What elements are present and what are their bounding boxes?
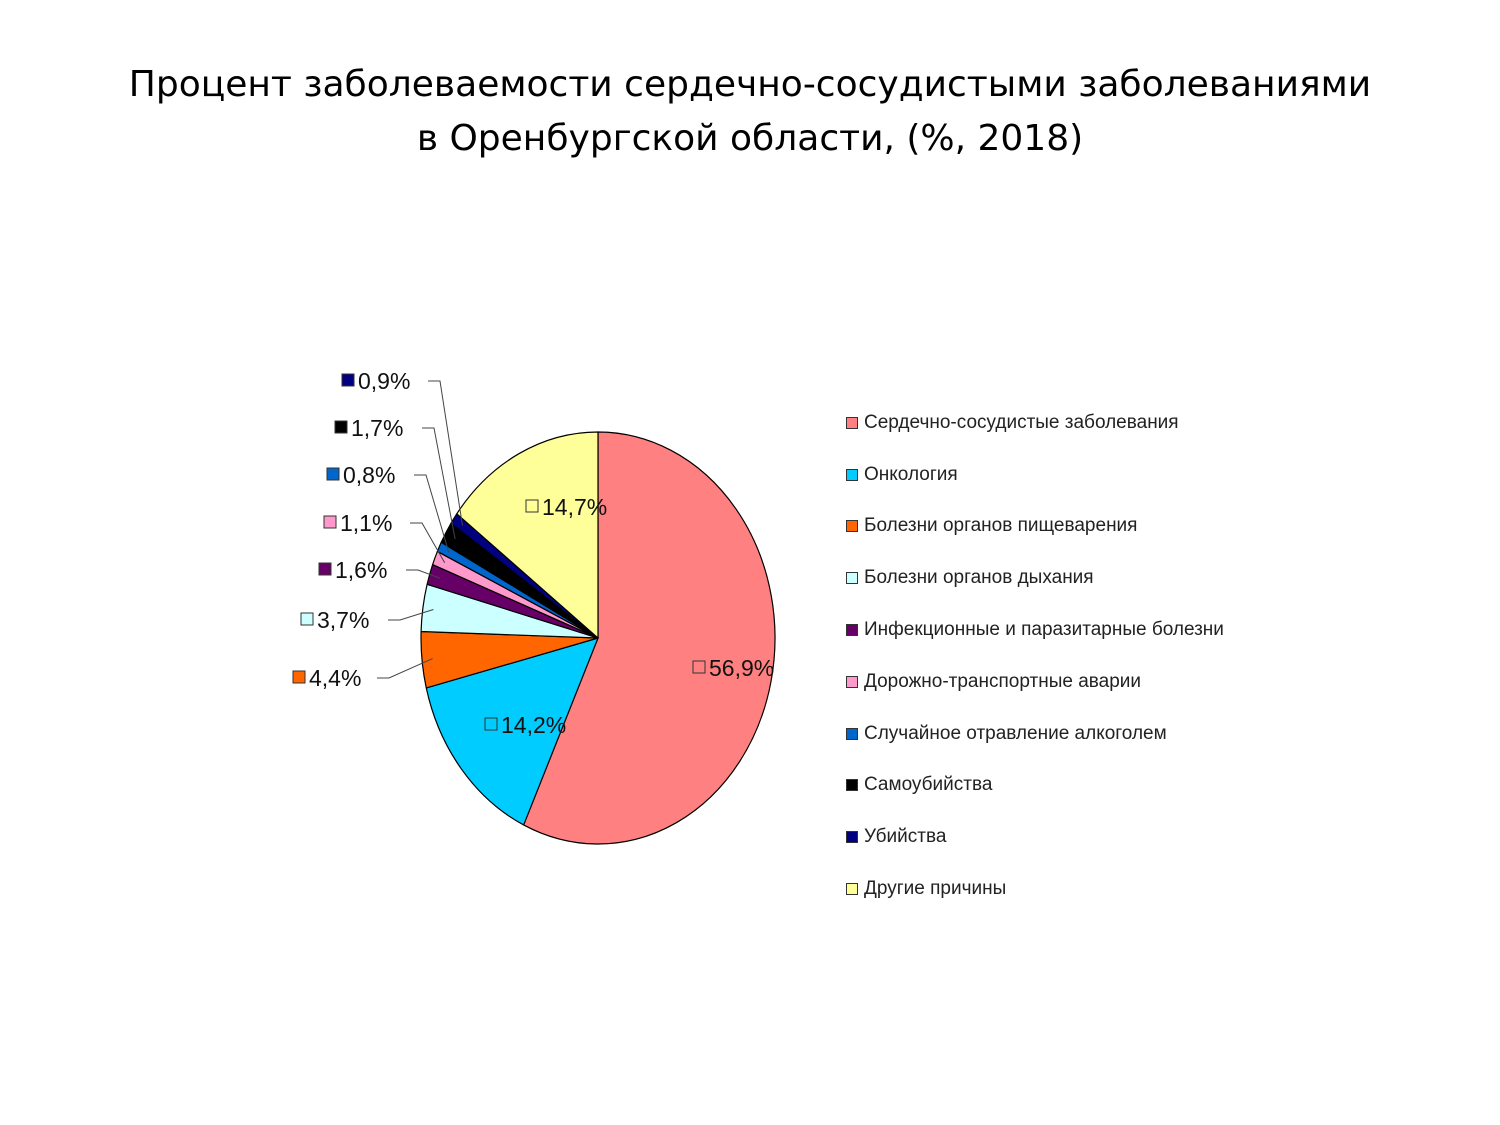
legend-item-5: Инфекционные и паразитарные болезни: [846, 604, 1224, 656]
data-label-text: 3,7%: [317, 607, 369, 633]
data-label-swatch: [692, 660, 706, 674]
legend-label: Сердечно-сосудистые заболевания: [864, 411, 1179, 433]
legend-label: Болезни органов дыхания: [864, 567, 1094, 589]
legend-item-3: Болезни органов пищеварения: [846, 501, 1224, 553]
pie-slices: [420, 431, 776, 845]
pie-slice-2: [425, 637, 599, 826]
leader-line-3: [377, 658, 433, 679]
legend-swatch: [846, 675, 858, 688]
legend-swatch: [846, 883, 858, 896]
legend-label: Онкология: [864, 463, 958, 485]
legend-label: Инфекционные и паразитарные болезни: [864, 619, 1224, 641]
pie-slice-1: [523, 431, 776, 845]
legend-item-10: Другие причины: [846, 863, 1224, 915]
legend-label: Дорожно-транспортные аварии: [864, 670, 1142, 692]
data-label-9: 0,9%: [341, 368, 410, 394]
data-label-swatch: [525, 499, 539, 513]
legend-swatch: [846, 572, 858, 585]
data-label-swatch: [484, 717, 498, 731]
legend-item-9: Убийства: [846, 811, 1224, 863]
data-label-1: 56,9%: [692, 655, 774, 681]
data-label-4: 3,7%: [300, 607, 369, 633]
data-label-6: 1,1%: [323, 510, 392, 536]
data-label-8: 1,7%: [334, 415, 403, 441]
chart-title-line-1: Процент заболеваемости сердечно-сосудист…: [128, 64, 1372, 105]
chart-title-line-2: в Оренбургской области, (%, 2018): [416, 118, 1084, 159]
legend-label: Самоубийства: [864, 774, 993, 796]
leader-line-5: [406, 569, 440, 579]
legend-label: Другие причины: [864, 878, 1007, 900]
legend-item-6: Дорожно-транспортные аварии: [846, 656, 1224, 708]
legend-item-7: Случайное отравление алкоголем: [846, 708, 1224, 760]
legend-swatch: [846, 416, 858, 429]
data-label-swatch: [334, 420, 348, 434]
pie-slice-10: [456, 431, 599, 639]
legend-label: Случайное отравление алкоголем: [864, 722, 1167, 744]
legend-label: Болезни органов пищеварения: [864, 515, 1138, 537]
legend-swatch: [846, 831, 858, 844]
legend-item-2: Онкология: [846, 449, 1224, 501]
data-label-2: 14,2%: [484, 712, 566, 738]
data-label-text: 1,6%: [335, 557, 387, 583]
leader-line-9: [428, 380, 463, 526]
data-label-swatch: [341, 373, 355, 387]
leader-line-7: [414, 474, 450, 553]
leader-lines: [377, 380, 463, 679]
data-label-text: 1,7%: [351, 415, 403, 441]
chart-title: Процент заболеваемости сердечно-сосудист…: [0, 58, 1500, 166]
legend-item-1: Сердечно-сосудистые заболевания: [846, 397, 1224, 449]
legend-swatch: [846, 520, 858, 533]
legend-swatch: [846, 624, 858, 637]
data-label-text: 1,1%: [340, 510, 392, 536]
legend-item-4: Болезни органов дыхания: [846, 552, 1224, 604]
data-label-swatch: [326, 467, 340, 481]
data-label-text: 14,2%: [501, 712, 566, 738]
chart-legend: Сердечно-сосудистые заболевания Онкология…: [846, 397, 1224, 915]
leader-line-6: [410, 522, 446, 564]
data-label-text: 0,8%: [343, 462, 395, 488]
data-label-7: 0,8%: [326, 462, 395, 488]
leader-line-8: [422, 427, 456, 539]
data-label-text: 14,7%: [542, 494, 607, 520]
data-label-swatch: [318, 562, 332, 576]
data-label-text: 0,9%: [358, 368, 410, 394]
data-label-3: 4,4%: [292, 665, 361, 691]
legend-label: Убийства: [864, 826, 947, 848]
data-label-10: 14,7%: [525, 494, 607, 520]
legend-swatch: [846, 779, 858, 792]
legend-swatch: [846, 468, 858, 481]
data-labels: 56,9% 14,2% 4,4% 3,7% 1,6% 1,1% 0,8% 1,7% 0,9% 14…: [292, 368, 774, 738]
leader-line-4: [388, 609, 434, 621]
data-label-swatch: [292, 670, 306, 684]
data-label-swatch: [323, 515, 337, 529]
data-label-swatch: [300, 612, 314, 626]
legend-swatch: [846, 727, 858, 740]
data-label-text: 4,4%: [309, 665, 361, 691]
data-label-text: 56,9%: [709, 655, 774, 681]
data-label-5: 1,6%: [318, 557, 387, 583]
legend-item-8: Самоубийства: [846, 760, 1224, 812]
